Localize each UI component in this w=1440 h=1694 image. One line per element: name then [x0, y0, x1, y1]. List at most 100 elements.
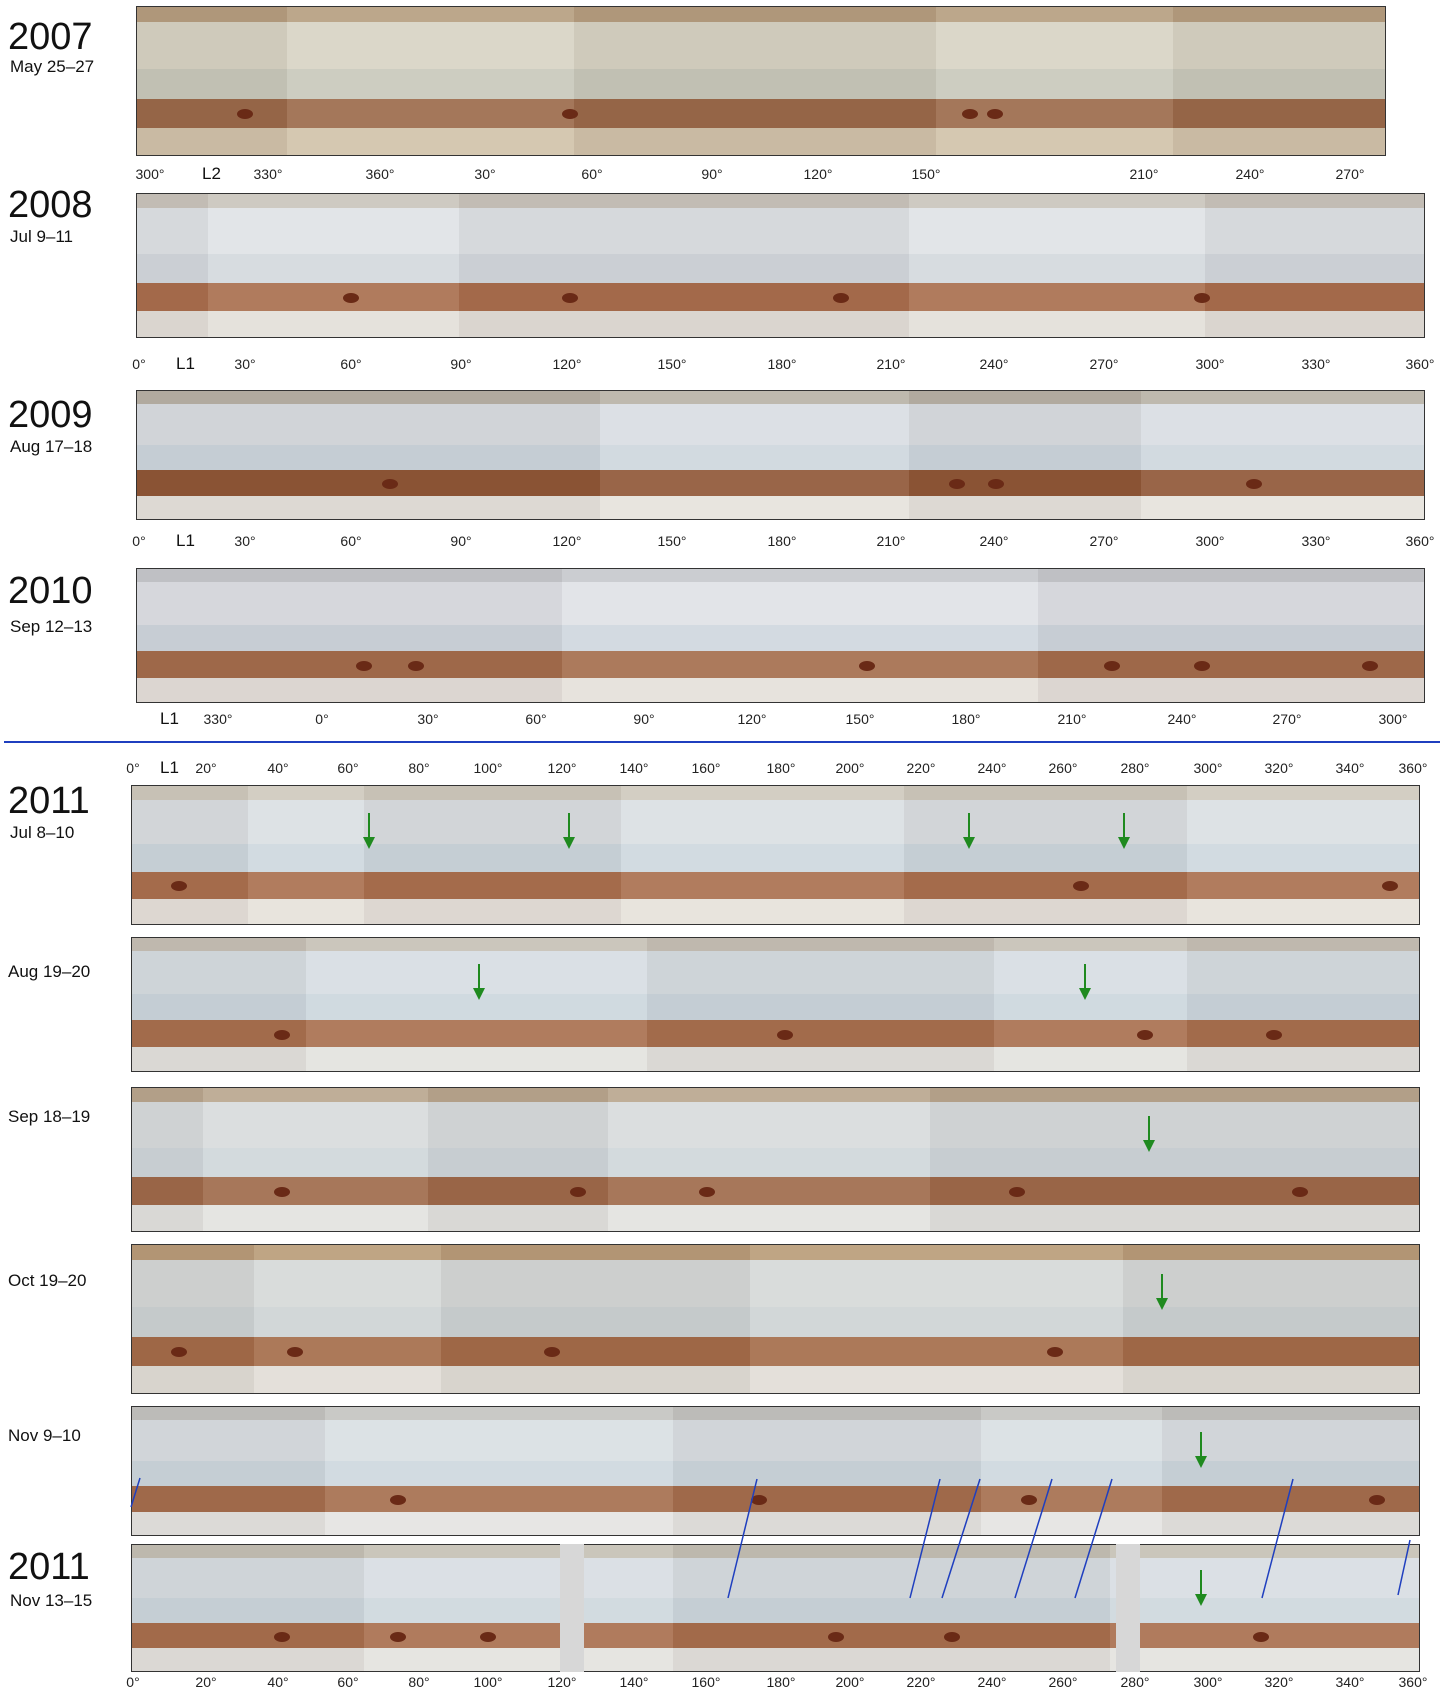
date-label: Aug 19–20 — [8, 962, 91, 981]
longitude-tick-label: 300° — [1378, 711, 1408, 727]
image-segment — [207, 194, 459, 337]
longitude-tick-label: 200° — [835, 760, 865, 776]
longitude-tick-label: 270° — [1089, 533, 1119, 549]
dark-spot — [389, 1495, 406, 1506]
longitude-tick-label: 340° — [1335, 1674, 1365, 1690]
cloud-band — [132, 951, 1419, 994]
image-segment — [929, 1088, 1419, 1231]
longitude-tick-label: 150° — [911, 166, 941, 182]
system-label: L2 — [202, 164, 221, 183]
image-segment — [573, 7, 936, 155]
year-label: 2009 — [8, 394, 93, 436]
longitude-tick-label: 360° — [1398, 1674, 1428, 1690]
longitude-tick-label: 210° — [876, 356, 906, 372]
longitude-tick-label: 320° — [1264, 760, 1294, 776]
dark-spot — [544, 1347, 561, 1357]
longitude-tick-label: 240° — [979, 356, 1009, 372]
map-strip — [131, 1087, 1420, 1232]
cloud-band — [132, 1336, 1419, 1367]
map-strip — [136, 6, 1386, 156]
cloud-band — [132, 1486, 1419, 1512]
longitude-tick-label: 0° — [132, 356, 146, 372]
dark-spot — [381, 479, 398, 490]
longitude-tick-label: 120° — [547, 760, 577, 776]
longitude-tick-label: 260° — [1048, 1674, 1078, 1690]
cloud-band — [137, 254, 1424, 283]
image-segment — [1187, 938, 1419, 1071]
cloud-band — [137, 624, 1424, 652]
cloud-band — [132, 843, 1419, 872]
dark-spot — [562, 292, 579, 303]
image-segment — [363, 786, 622, 924]
cloud-band — [137, 128, 1385, 155]
longitude-tick-label: 120° — [803, 166, 833, 182]
longitude-tick-label: 40° — [267, 1674, 289, 1690]
longitude-tick-label: 40° — [267, 760, 289, 776]
dark-spot — [699, 1186, 716, 1197]
image-segment — [1205, 194, 1424, 337]
map-strip — [136, 193, 1425, 338]
image-segment — [1110, 1545, 1419, 1671]
date-label: Oct 19–20 — [8, 1271, 87, 1290]
data-gap — [1116, 1544, 1140, 1672]
cloud-band — [137, 403, 1424, 445]
cloud-band — [132, 1623, 1419, 1649]
longitude-tick-label: 150° — [845, 711, 875, 727]
map-strip — [136, 390, 1425, 520]
cloud-band — [132, 993, 1419, 1021]
longitude-tick-label: 280° — [1120, 1674, 1150, 1690]
longitude-tick-label: 0° — [315, 711, 329, 727]
year-label: 2007 — [8, 16, 93, 58]
longitude-tick-label: 90° — [633, 711, 655, 727]
cloud-band — [137, 678, 1424, 702]
cloud-band — [137, 7, 1385, 22]
cloud-band — [132, 1148, 1419, 1177]
longitude-tick-label: 0° — [126, 760, 140, 776]
cloud-band — [132, 1020, 1419, 1048]
longitude-tick-label: 300° — [1195, 356, 1225, 372]
cloud-band — [132, 1176, 1419, 1206]
longitude-tick-label: 30° — [474, 166, 496, 182]
dark-spot — [273, 1186, 290, 1197]
longitude-tick-label: 60° — [337, 760, 359, 776]
image-segment — [1187, 786, 1419, 924]
dark-spot — [1266, 1029, 1283, 1040]
dark-spot — [1047, 1347, 1064, 1357]
dark-spot — [1253, 1632, 1270, 1643]
cloud-band — [137, 582, 1424, 625]
year-label: 2010 — [8, 570, 93, 612]
image-segment — [608, 1088, 930, 1231]
longitude-tick-label: 30° — [417, 711, 439, 727]
longitude-tick-label: 120° — [552, 533, 582, 549]
image-segment — [994, 938, 1188, 1071]
map-strip — [131, 785, 1420, 925]
longitude-tick-label: 210° — [1129, 166, 1159, 182]
longitude-tick-label: 120° — [552, 356, 582, 372]
image-segment — [646, 938, 995, 1071]
dark-spot — [480, 1632, 497, 1643]
image-segment — [254, 1245, 441, 1393]
longitude-tick-label: 90° — [701, 166, 723, 182]
longitude-tick-label: 240° — [977, 1674, 1007, 1690]
longitude-tick-label: 280° — [1120, 760, 1150, 776]
image-segment — [458, 194, 910, 337]
longitude-tick-label: 330° — [1301, 356, 1331, 372]
cloud-band — [137, 98, 1385, 129]
cloud-band — [132, 1419, 1419, 1461]
longitude-tick-label: 180° — [767, 533, 797, 549]
image-segment — [1161, 1407, 1419, 1535]
image-segment — [137, 7, 287, 155]
image-segment — [137, 569, 562, 702]
dark-spot — [1137, 1029, 1154, 1040]
image-segment — [909, 391, 1141, 519]
longitude-tick-label: 0° — [126, 1674, 140, 1690]
dark-spot — [949, 479, 966, 490]
image-segment — [286, 7, 574, 155]
map-strip — [131, 1544, 1420, 1672]
longitude-tick-label: 100° — [473, 1674, 503, 1690]
cloud-band — [132, 1102, 1419, 1149]
image-segment — [305, 938, 647, 1071]
cloud-band — [132, 799, 1419, 844]
longitude-tick-label: 180° — [951, 711, 981, 727]
image-segment — [600, 391, 910, 519]
